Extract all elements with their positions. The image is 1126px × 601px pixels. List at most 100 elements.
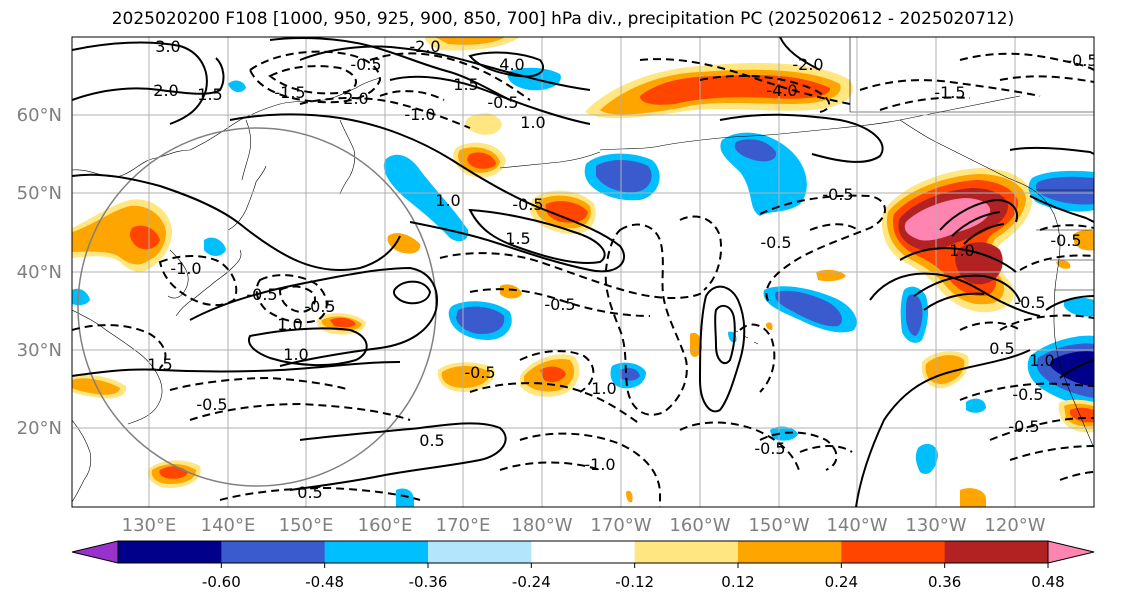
precip-patch <box>500 284 522 299</box>
contour-label: -0.5 <box>350 55 381 74</box>
contour-label: 1.0 <box>520 113 545 132</box>
latitude-labels: 60°N 50°N 40°N 30°N 20°N <box>17 105 62 439</box>
china-coastline <box>72 309 163 425</box>
precip-patch <box>734 139 777 162</box>
divergence-contours <box>72 37 1094 507</box>
precip-patch <box>955 242 1003 285</box>
contour-line <box>72 41 208 125</box>
precip-patch <box>435 37 505 45</box>
colorbar-segment <box>634 541 739 563</box>
contour-label: -0.5 <box>760 233 791 252</box>
contour-line <box>809 223 861 233</box>
contour-label: 2.0 <box>153 81 178 100</box>
contour-label: -0.5 <box>304 297 335 316</box>
contour-label: -0.5 <box>1066 51 1097 70</box>
contour-line <box>289 422 507 491</box>
contour-line <box>989 417 1094 441</box>
contour-line <box>158 255 238 306</box>
contour-label: 3.0 <box>155 37 180 56</box>
contour-line <box>699 74 831 113</box>
asia-coastline <box>72 77 381 178</box>
contour-line <box>72 173 401 271</box>
colorbar-tick-label: -0.48 <box>305 573 344 591</box>
north-america-coastline <box>899 119 1094 449</box>
colorbar: -0.60 -0.48 -0.36 -0.24 -0.12 0.12 0.24 0.36 0.4… <box>71 540 1095 591</box>
lon-tick-label: 120°W <box>984 515 1045 536</box>
lat-tick-label: 40°N <box>17 262 62 283</box>
lat-tick-label: 20°N <box>17 418 62 439</box>
precip-patch <box>960 488 986 507</box>
contour-line <box>268 65 357 95</box>
precip-patch <box>545 201 588 223</box>
colorbar-frame <box>117 540 1049 564</box>
contour-label: 1.0 <box>435 191 460 210</box>
contour-label: -2.0 <box>409 37 440 56</box>
contour-line <box>389 75 591 125</box>
lon-tick-label: 170°E <box>436 515 491 536</box>
contour-line <box>855 349 1031 507</box>
precip-patch <box>1064 297 1094 317</box>
colorbar-tick-label: 0.36 <box>928 573 961 591</box>
contour-line <box>1029 195 1094 223</box>
contour-line <box>255 274 328 324</box>
contour-line <box>799 445 853 453</box>
lat-tick-label: 60°N <box>17 105 62 126</box>
map-gridlines <box>72 37 1094 507</box>
contour-line <box>278 285 316 314</box>
precip-patch <box>915 443 938 475</box>
contour-line <box>229 113 626 273</box>
contour-label: 0.5 <box>989 339 1014 358</box>
contour-label: -0.5 <box>822 185 853 204</box>
contour-line <box>519 350 595 393</box>
colorbar-segment <box>428 541 532 563</box>
colorbar-segment <box>531 541 636 563</box>
precip-patch <box>330 317 356 328</box>
contour-line <box>1045 295 1094 311</box>
contour-line <box>269 37 511 101</box>
contour-label: -0.5 <box>1014 293 1045 312</box>
precip-patch <box>766 322 773 330</box>
precip-patch <box>640 75 831 105</box>
precip-patch <box>770 426 798 441</box>
philippines-coastline <box>72 419 92 503</box>
longitude-labels: 130°E 140°E 150°E 160°E 170°E 180°W 170°W 160°W… <box>122 515 1046 536</box>
precip-patch <box>1056 260 1071 269</box>
contour-line <box>604 223 688 416</box>
precip-patch <box>690 332 702 357</box>
map-frame <box>71 36 1095 508</box>
contour-line <box>779 37 821 71</box>
precip-patch <box>906 294 923 336</box>
contour-label: 1.0 <box>277 315 302 334</box>
contour-label: -0.5 <box>512 195 543 214</box>
map-title: 2025020200 F108 [1000, 950, 925, 900, 85… <box>111 9 1015 29</box>
colorbar-extend-max <box>1047 540 1095 564</box>
contour-line <box>189 402 411 421</box>
contour-line <box>859 79 1041 97</box>
contour-line <box>959 321 1021 331</box>
colorbar-segment <box>841 541 946 563</box>
contour-label: -0.5 <box>464 363 495 382</box>
contour-line <box>1059 359 1094 379</box>
alaska-coastline <box>599 95 1021 151</box>
contour-line <box>468 51 545 78</box>
precip-patch <box>775 290 843 327</box>
contour-label: -0.5 <box>246 285 277 304</box>
precip-patch <box>1070 407 1094 423</box>
colorbar-tick-label: 0.48 <box>1031 573 1064 591</box>
contour-line <box>499 461 601 471</box>
contour-line <box>698 285 746 413</box>
colorbar-tick-label: 0.24 <box>825 573 858 591</box>
precip-patch <box>204 237 226 256</box>
precip-patch <box>1074 230 1094 251</box>
contour-line <box>248 327 368 367</box>
contour-label: -2.0 <box>792 55 823 74</box>
lat-tick-label: 50°N <box>17 183 62 204</box>
contour-label: -1.0 <box>404 105 435 124</box>
contour-label: -4.0 <box>766 81 797 100</box>
lon-tick-label: 180°W <box>511 515 572 536</box>
contour-label: 1.5 <box>505 229 530 248</box>
contour-line <box>951 211 1001 237</box>
contour-line <box>469 382 641 425</box>
us-states-border <box>1036 229 1094 291</box>
